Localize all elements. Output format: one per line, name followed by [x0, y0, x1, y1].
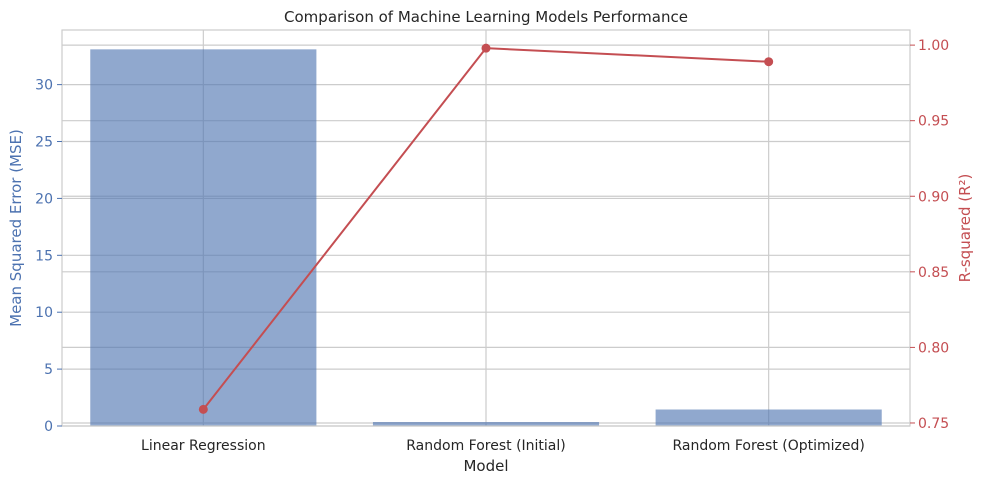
tick-labels: 0 5 10 15 20 25 30 0.75 0.80 0.85 0.90 0.95 1.00 Line…: [35, 38, 949, 454]
y-axis-left-label: Mean Squared Error (MSE): [7, 129, 25, 327]
x-tick-label: Random Forest (Initial): [406, 438, 566, 454]
mse-bar: [90, 49, 317, 427]
y-right-tick-label: 0.85: [918, 265, 949, 281]
y-right-tick-label: 0.75: [918, 416, 949, 432]
plot-border: [61, 29, 911, 427]
y-axis-right-label: R-squared (R²): [956, 174, 974, 283]
r2-line-series: [198, 43, 774, 414]
y-left-tick-label: 5: [44, 362, 53, 378]
y-left-tick-label: 10: [35, 305, 53, 321]
y-left-tick-label: 25: [35, 135, 53, 151]
y-left-tick-label: 30: [35, 78, 53, 94]
plot-frame: [61, 29, 911, 427]
mse-bars: [90, 49, 882, 427]
y-left-tick-label: 0: [44, 419, 53, 435]
x-axis-label: Model: [463, 457, 508, 475]
y-right-tick-label: 1.00: [918, 38, 949, 54]
r2-point: [764, 57, 774, 67]
x-tick-label: Linear Regression: [141, 438, 266, 454]
x-tick-label: Random Forest (Optimized): [672, 438, 864, 454]
y-right-tick-label: 0.90: [918, 189, 949, 205]
r2-point: [481, 43, 491, 53]
y-right-tick-label: 0.95: [918, 114, 949, 130]
mse-bar: [655, 409, 882, 426]
mse-bar: [372, 422, 600, 426]
r2-point: [198, 404, 208, 414]
y-right-tick-label: 0.80: [918, 340, 949, 356]
chart-title: Comparison of Machine Learning Models Pe…: [284, 8, 688, 26]
y-left-tick-label: 15: [35, 248, 53, 264]
y-left-tick-label: 20: [35, 191, 53, 207]
